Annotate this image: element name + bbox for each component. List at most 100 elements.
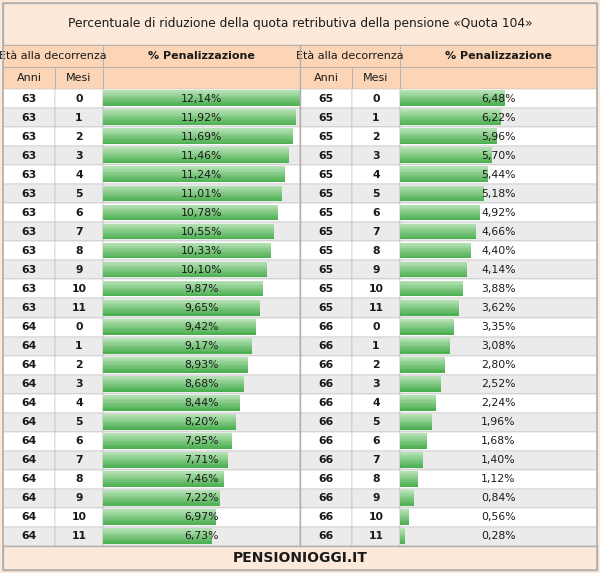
Bar bbox=[103, 295, 263, 296]
Text: Mesi: Mesi bbox=[67, 73, 92, 83]
Bar bbox=[400, 371, 445, 372]
Text: 3,35%: 3,35% bbox=[481, 322, 516, 332]
Bar bbox=[103, 303, 260, 304]
Bar bbox=[400, 262, 467, 264]
Bar bbox=[103, 274, 267, 276]
Bar bbox=[400, 517, 409, 519]
Bar bbox=[300, 451, 352, 470]
Bar bbox=[300, 241, 352, 260]
Bar bbox=[55, 375, 103, 394]
Text: 8: 8 bbox=[75, 474, 83, 484]
Bar bbox=[103, 93, 300, 95]
Text: 6,97%: 6,97% bbox=[184, 512, 219, 523]
Bar bbox=[3, 222, 55, 241]
Bar bbox=[400, 134, 497, 135]
Text: PENSIONIOGGI.IT: PENSIONIOGGI.IT bbox=[233, 551, 367, 565]
Bar bbox=[352, 108, 400, 127]
Bar bbox=[103, 187, 281, 189]
Bar bbox=[400, 241, 597, 260]
Bar bbox=[103, 433, 232, 435]
Bar bbox=[400, 212, 480, 214]
Bar bbox=[103, 139, 293, 140]
Bar bbox=[400, 540, 404, 541]
Bar bbox=[3, 336, 55, 356]
Bar bbox=[103, 329, 256, 331]
Bar bbox=[400, 103, 505, 105]
Bar bbox=[352, 317, 400, 336]
Bar bbox=[103, 186, 281, 187]
Bar bbox=[103, 283, 263, 285]
Bar bbox=[400, 343, 450, 344]
Bar bbox=[300, 67, 352, 89]
Bar bbox=[400, 100, 505, 102]
Text: 12,14%: 12,14% bbox=[181, 93, 222, 104]
Bar bbox=[103, 364, 248, 366]
Bar bbox=[352, 280, 400, 299]
Bar bbox=[103, 140, 293, 142]
Bar bbox=[103, 178, 286, 180]
Bar bbox=[300, 394, 352, 413]
Bar bbox=[55, 108, 103, 127]
Bar bbox=[103, 216, 278, 218]
Bar bbox=[400, 211, 480, 213]
Bar bbox=[400, 215, 480, 217]
Text: 7,71%: 7,71% bbox=[184, 456, 219, 465]
Bar bbox=[103, 171, 286, 173]
Bar bbox=[103, 280, 300, 299]
Bar bbox=[400, 366, 445, 367]
Bar bbox=[400, 477, 418, 479]
Text: 8,20%: 8,20% bbox=[184, 417, 219, 427]
Bar bbox=[103, 502, 220, 503]
Bar bbox=[103, 136, 293, 138]
Bar bbox=[400, 454, 423, 456]
Text: 4: 4 bbox=[75, 170, 83, 180]
Bar bbox=[400, 263, 467, 265]
Bar bbox=[103, 234, 274, 236]
Bar bbox=[400, 328, 454, 329]
Bar bbox=[3, 375, 55, 394]
Bar bbox=[400, 437, 427, 438]
Bar bbox=[103, 154, 289, 155]
Bar bbox=[103, 175, 286, 177]
Bar bbox=[55, 89, 103, 108]
Bar bbox=[400, 254, 472, 256]
Bar bbox=[3, 508, 55, 527]
Bar bbox=[352, 451, 400, 470]
Bar bbox=[400, 282, 463, 284]
Text: Percentuale di riduzione della quota retributiva della pensione «Quota 104»: Percentuale di riduzione della quota ret… bbox=[68, 18, 532, 30]
Bar bbox=[400, 152, 493, 154]
Bar bbox=[103, 498, 220, 500]
Bar bbox=[103, 169, 286, 171]
Bar bbox=[103, 464, 228, 465]
Bar bbox=[3, 203, 55, 222]
Text: 1: 1 bbox=[75, 341, 83, 351]
Text: 8,68%: 8,68% bbox=[184, 379, 219, 389]
Bar bbox=[103, 150, 289, 152]
Text: Età alla decorrenza: Età alla decorrenza bbox=[0, 51, 107, 61]
Bar bbox=[400, 504, 413, 506]
Bar bbox=[103, 309, 260, 311]
Bar bbox=[300, 356, 352, 375]
Bar bbox=[400, 310, 459, 312]
Bar bbox=[103, 540, 212, 541]
Text: 8: 8 bbox=[372, 246, 380, 256]
Text: 8,93%: 8,93% bbox=[184, 360, 219, 370]
Bar bbox=[300, 203, 352, 222]
Bar bbox=[400, 165, 597, 184]
Bar bbox=[103, 143, 293, 144]
Text: 64: 64 bbox=[22, 532, 37, 541]
Bar bbox=[103, 97, 300, 99]
Bar bbox=[103, 230, 274, 231]
Text: 66: 66 bbox=[319, 417, 334, 427]
Bar bbox=[400, 146, 597, 165]
Bar bbox=[300, 489, 352, 508]
Bar bbox=[103, 317, 300, 336]
Text: 6,22%: 6,22% bbox=[481, 112, 516, 123]
Bar bbox=[103, 405, 240, 407]
Bar bbox=[400, 196, 484, 198]
Bar bbox=[103, 156, 289, 158]
Bar bbox=[103, 299, 300, 317]
Bar bbox=[103, 499, 220, 501]
Bar bbox=[400, 222, 597, 241]
Bar bbox=[400, 217, 480, 219]
